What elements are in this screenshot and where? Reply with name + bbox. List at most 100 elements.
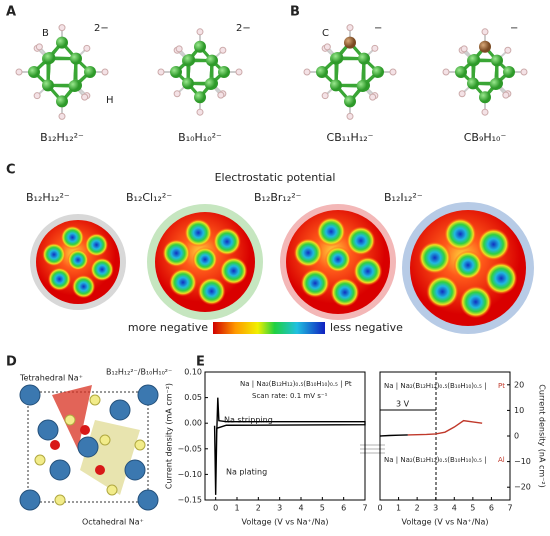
anion xyxy=(124,459,146,481)
atom xyxy=(479,91,491,104)
esp-spot xyxy=(325,246,351,273)
h-atom xyxy=(35,43,43,51)
atom xyxy=(344,95,356,108)
y-tick-label: 0.00 xyxy=(184,419,202,428)
charge: 2− xyxy=(236,23,251,34)
esp-spot xyxy=(330,277,360,307)
panel-label: C xyxy=(6,163,16,178)
x-tick-label: 3 xyxy=(433,504,438,513)
atom xyxy=(358,52,370,65)
anion-label: B₁₂H₁₂²⁻/B₁₀H₁₀²⁻ xyxy=(106,368,172,377)
esp-spot xyxy=(353,256,383,286)
x-tick-label: 5 xyxy=(470,504,475,513)
esp-spot xyxy=(197,277,226,306)
na-ion xyxy=(34,454,46,466)
na-ion xyxy=(99,434,111,446)
x-tick-label: 0 xyxy=(213,504,218,513)
x-tick-label: 7 xyxy=(507,504,512,513)
x-tick-label: 4 xyxy=(298,504,303,513)
molecule-name: B₁₀H₁₀²⁻ xyxy=(178,131,222,144)
scale-label: more negative xyxy=(128,321,208,334)
atom xyxy=(331,52,344,64)
atom xyxy=(28,66,40,78)
atom xyxy=(206,54,218,67)
x-axis-label: Voltage (V vs Na⁺/Na) xyxy=(402,518,489,527)
data-line xyxy=(213,397,366,495)
y-tick-label: 20 xyxy=(514,380,524,389)
h-atom xyxy=(33,92,41,100)
illustrations xyxy=(15,24,534,511)
na-ion xyxy=(95,465,105,475)
anion xyxy=(109,399,131,421)
atom-label: B xyxy=(42,28,49,39)
esp-spot xyxy=(219,256,248,285)
esp-spot xyxy=(42,242,66,267)
panel-label: E xyxy=(196,355,205,370)
h-atom xyxy=(520,68,528,76)
h-atom xyxy=(346,112,354,120)
atom xyxy=(479,40,491,53)
h-atom xyxy=(217,91,225,99)
y-tick-label: 0.05 xyxy=(184,393,202,402)
esp-spot xyxy=(293,238,323,268)
na-ion xyxy=(89,394,101,406)
scale-label: less negative xyxy=(330,321,403,334)
y-tick-label: −10 xyxy=(514,457,531,466)
x-axis-label: Voltage (V vs Na⁺/Na) xyxy=(242,518,329,527)
atom xyxy=(489,78,502,90)
plot-frame xyxy=(204,371,366,501)
na-ion xyxy=(50,440,60,450)
x-tick-label: 6 xyxy=(489,504,494,513)
h-atom xyxy=(504,46,512,54)
esp-spot xyxy=(418,241,451,274)
x-tick-label: 3 xyxy=(277,504,282,513)
site-label: Octahedral Na⁺ xyxy=(82,518,144,527)
y-axis-label: Current density (mA cm⁻²) xyxy=(165,383,174,489)
data-line xyxy=(407,419,483,436)
cell-label: Na | Na₂(B₁₂H₁₂)₀.₅(B₁₀H₁₀)₀.₅ | xyxy=(384,456,486,464)
esp-spot xyxy=(47,267,72,291)
charge: − xyxy=(374,23,382,34)
anion xyxy=(19,489,41,511)
data-line xyxy=(379,434,408,437)
y2-axis-label: Current density (nA cm⁻²) xyxy=(538,384,547,487)
color-scale xyxy=(213,322,325,334)
h-atom xyxy=(81,93,89,101)
octahedron xyxy=(80,420,140,495)
x-tick-label: 1 xyxy=(234,504,239,513)
atom xyxy=(56,95,68,108)
panel-label: B xyxy=(290,5,300,20)
h-atom xyxy=(371,44,379,52)
anion xyxy=(137,489,159,511)
h-atom xyxy=(196,28,204,36)
esp-spot xyxy=(346,226,376,256)
atom xyxy=(491,54,503,67)
atom xyxy=(316,66,328,78)
plot-frame xyxy=(379,371,511,501)
atom xyxy=(194,40,206,53)
y-tick-label: −20 xyxy=(514,483,531,492)
esp-spot xyxy=(426,275,459,308)
annotation: Na plating xyxy=(226,468,267,477)
atom xyxy=(42,79,54,92)
x-tick-label: 7 xyxy=(362,504,367,513)
atom xyxy=(68,80,81,92)
y-tick-label: −0.15 xyxy=(177,496,202,505)
esp-spot xyxy=(316,217,346,247)
y-tick-label: −0.10 xyxy=(177,470,202,479)
esp-spot xyxy=(84,233,109,257)
cell-label: Al xyxy=(498,456,505,464)
anion xyxy=(77,436,99,458)
esp-name: B₁₂I₁₂²⁻ xyxy=(384,191,423,204)
esp-spot xyxy=(162,239,191,268)
h-atom xyxy=(502,91,510,99)
molecule-name: CB₁₁H₁₂⁻ xyxy=(327,131,374,144)
esp-spot xyxy=(60,225,85,250)
atom xyxy=(170,66,182,78)
x-tick-label: 1 xyxy=(396,504,401,513)
atom xyxy=(356,80,369,92)
annotation: Na stripping xyxy=(224,416,273,425)
h-atom xyxy=(175,45,183,53)
atom xyxy=(467,77,479,90)
